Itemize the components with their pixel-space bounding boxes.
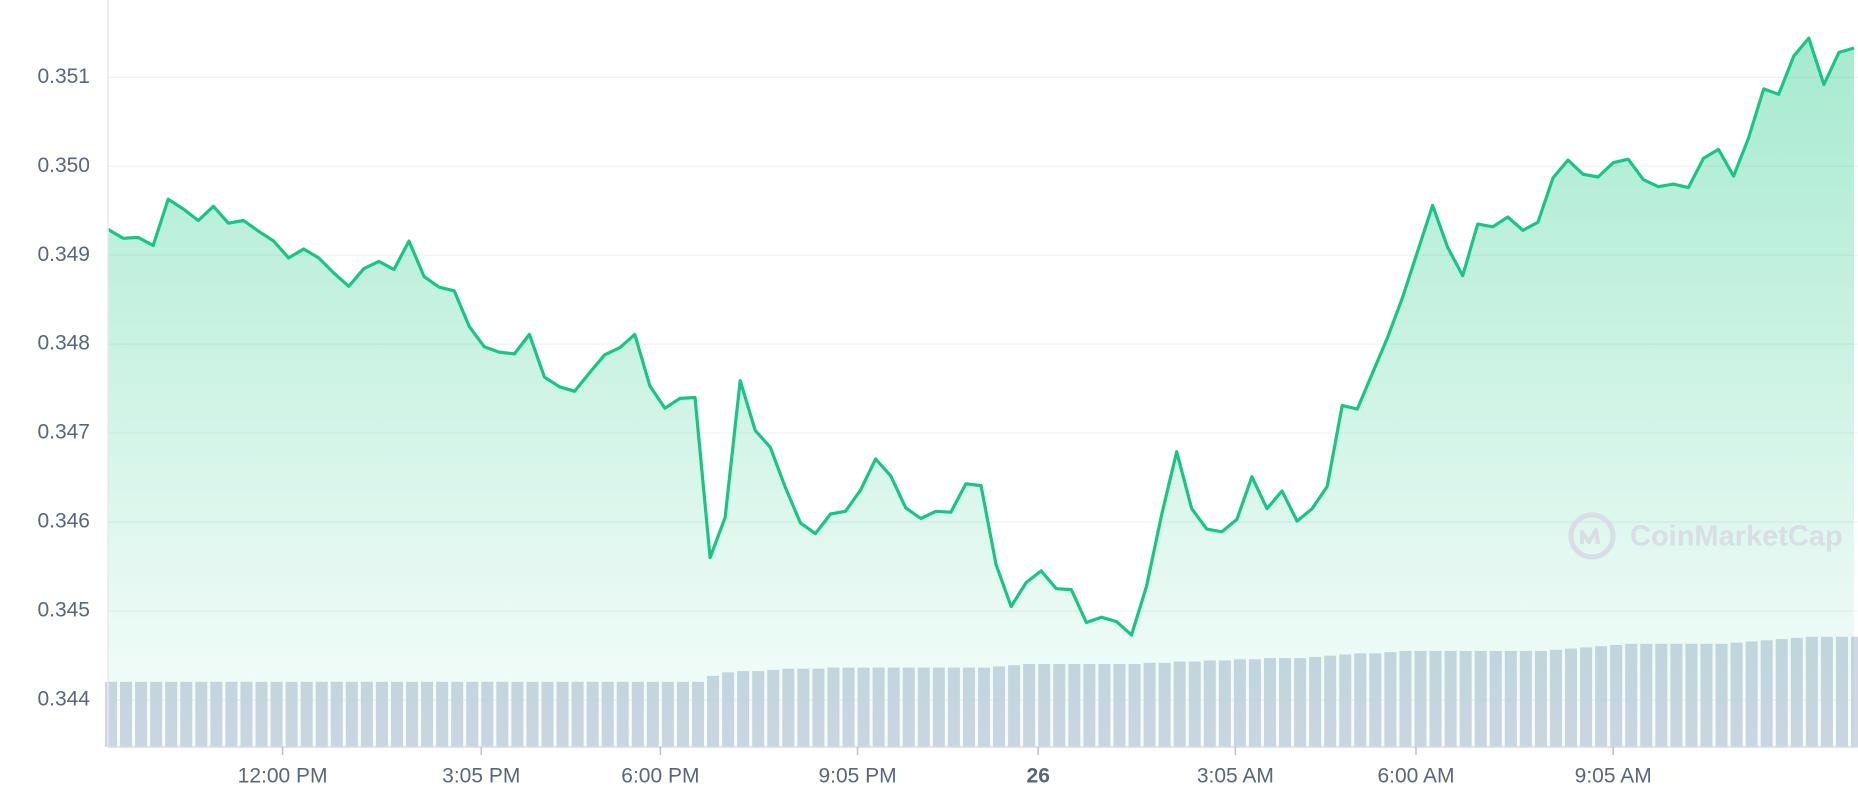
x-tick-label: 6:00 PM: [621, 765, 699, 788]
watermark-logo: [1568, 512, 1616, 560]
x-tick-label: 3:05 AM: [1197, 765, 1274, 788]
y-tick-label: 0.349: [37, 243, 90, 266]
y-tick-label: 0.350: [37, 154, 90, 177]
x-tick-label: 9:05 PM: [818, 765, 896, 788]
x-tick-label: 3:05 PM: [442, 765, 520, 788]
y-tick-label: 0.345: [37, 598, 90, 621]
y-tick-label: 0.347: [37, 421, 90, 444]
y-tick-label: 0.348: [37, 332, 90, 355]
x-tick-label: 9:05 AM: [1575, 765, 1652, 788]
price-line: [107, 36, 1855, 637]
volume-bar: [1850, 636, 1858, 747]
y-tick-label: 0.346: [37, 510, 90, 533]
x-tick-label: 6:00 AM: [1377, 765, 1454, 788]
watermark: CoinMarketCap: [1630, 521, 1843, 553]
y-tick-label: 0.344: [37, 687, 90, 710]
x-tick-label: 26: [1027, 765, 1050, 788]
x-tick-label: 12:00 PM: [238, 765, 328, 788]
price-area: [108, 38, 1854, 747]
y-tick-label: 0.351: [37, 65, 90, 88]
